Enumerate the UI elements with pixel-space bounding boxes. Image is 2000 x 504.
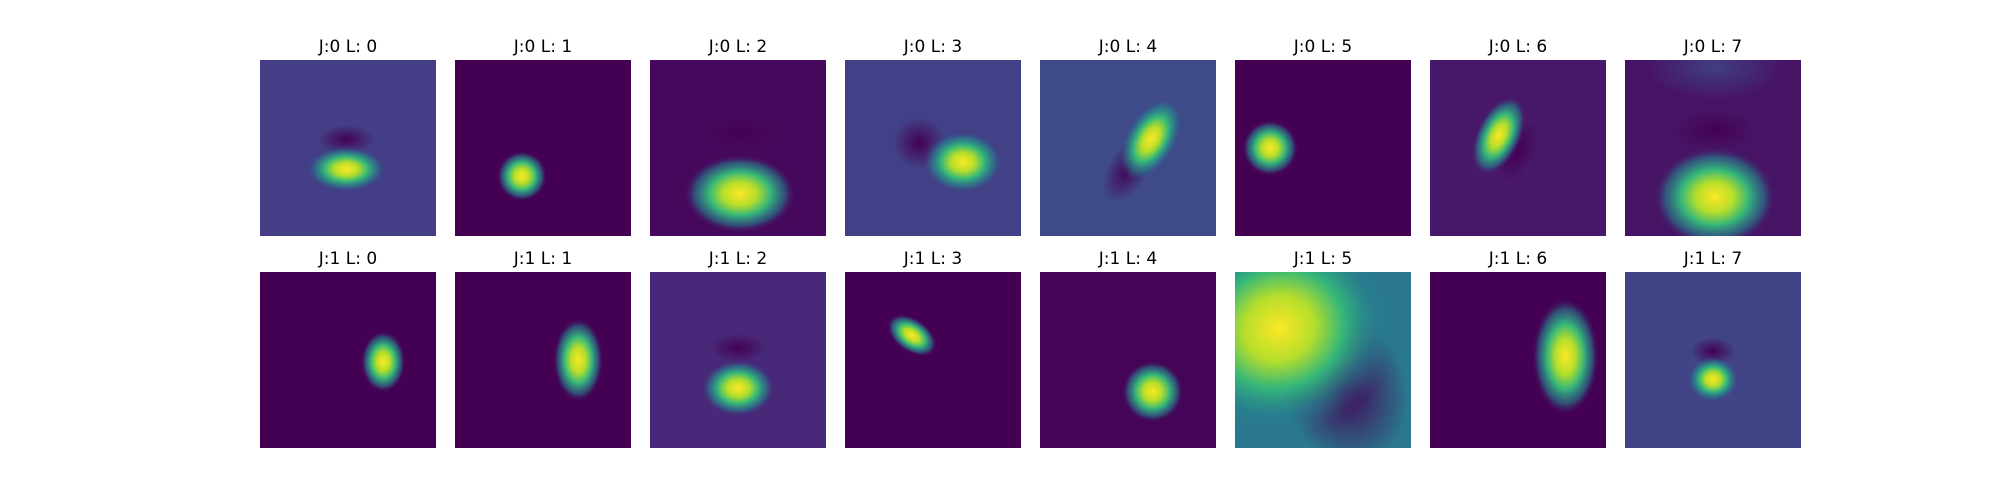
bright-blob: [1531, 297, 1600, 416]
panel-title: J:1 L: 3: [903, 249, 962, 269]
bright-blob: [552, 317, 604, 403]
bright-blob: [683, 154, 797, 234]
dark-blob: [1690, 337, 1736, 366]
panel-background: [455, 272, 631, 448]
bright-blob: [886, 314, 937, 357]
dark-blob: [1644, 60, 1786, 101]
bright-blob: [1235, 272, 1397, 437]
bright-blob: [306, 146, 386, 192]
bright-blob: [1471, 96, 1526, 176]
panel-title: J:0 L: 3: [903, 37, 962, 57]
panel: [650, 272, 826, 448]
panel: [845, 272, 1021, 448]
panel-title: J:0 L: 6: [1488, 37, 1547, 57]
panel-title: J:1 L: 5: [1293, 249, 1352, 269]
bright-blob: [360, 330, 406, 393]
panel: [845, 60, 1021, 236]
panel-title: J:0 L: 0: [318, 37, 377, 57]
panel-title: J:1 L: 2: [708, 249, 767, 269]
panel-background: [455, 60, 631, 236]
bright-blob: [496, 150, 548, 202]
dark-blob: [700, 119, 780, 148]
bright-blob: [1242, 119, 1299, 177]
bright-blob: [1119, 98, 1183, 181]
panel-background: [845, 272, 1021, 448]
panel-title: J:1 L: 1: [513, 249, 572, 269]
panel-title: J:1 L: 6: [1488, 249, 1547, 269]
panel-title: J:1 L: 4: [1098, 249, 1157, 269]
panel-title: J:1 L: 7: [1683, 249, 1742, 269]
dark-blob: [709, 333, 767, 362]
panel: [455, 272, 631, 448]
bright-blob: [1652, 146, 1777, 236]
panel: [1625, 272, 1801, 448]
panel: [455, 60, 631, 236]
panel-background: [1040, 272, 1216, 448]
panel: [1625, 60, 1801, 236]
bright-blob: [701, 360, 775, 417]
panel: [1040, 60, 1216, 236]
panel: [1235, 60, 1411, 236]
dark-blob: [318, 125, 375, 154]
panel: [1235, 272, 1411, 448]
panel-title: J:0 L: 4: [1098, 37, 1157, 57]
bright-blob: [923, 131, 1003, 194]
bright-blob: [1687, 356, 1739, 402]
panel: [1040, 272, 1216, 448]
panel: [1430, 272, 1606, 448]
dark-blob: [1675, 110, 1755, 151]
panel: [1430, 60, 1606, 236]
panel-title: J:0 L: 1: [513, 37, 572, 57]
panel: [650, 60, 826, 236]
panel: [260, 60, 436, 236]
panel-background: [260, 272, 436, 448]
panel: [260, 272, 436, 448]
bright-blob: [1121, 360, 1184, 423]
panel-title: J:1 L: 0: [318, 249, 377, 269]
panel-title: J:0 L: 2: [708, 37, 767, 57]
panel-title: J:0 L: 5: [1293, 37, 1352, 57]
panel-title: J:0 L: 7: [1683, 37, 1742, 57]
